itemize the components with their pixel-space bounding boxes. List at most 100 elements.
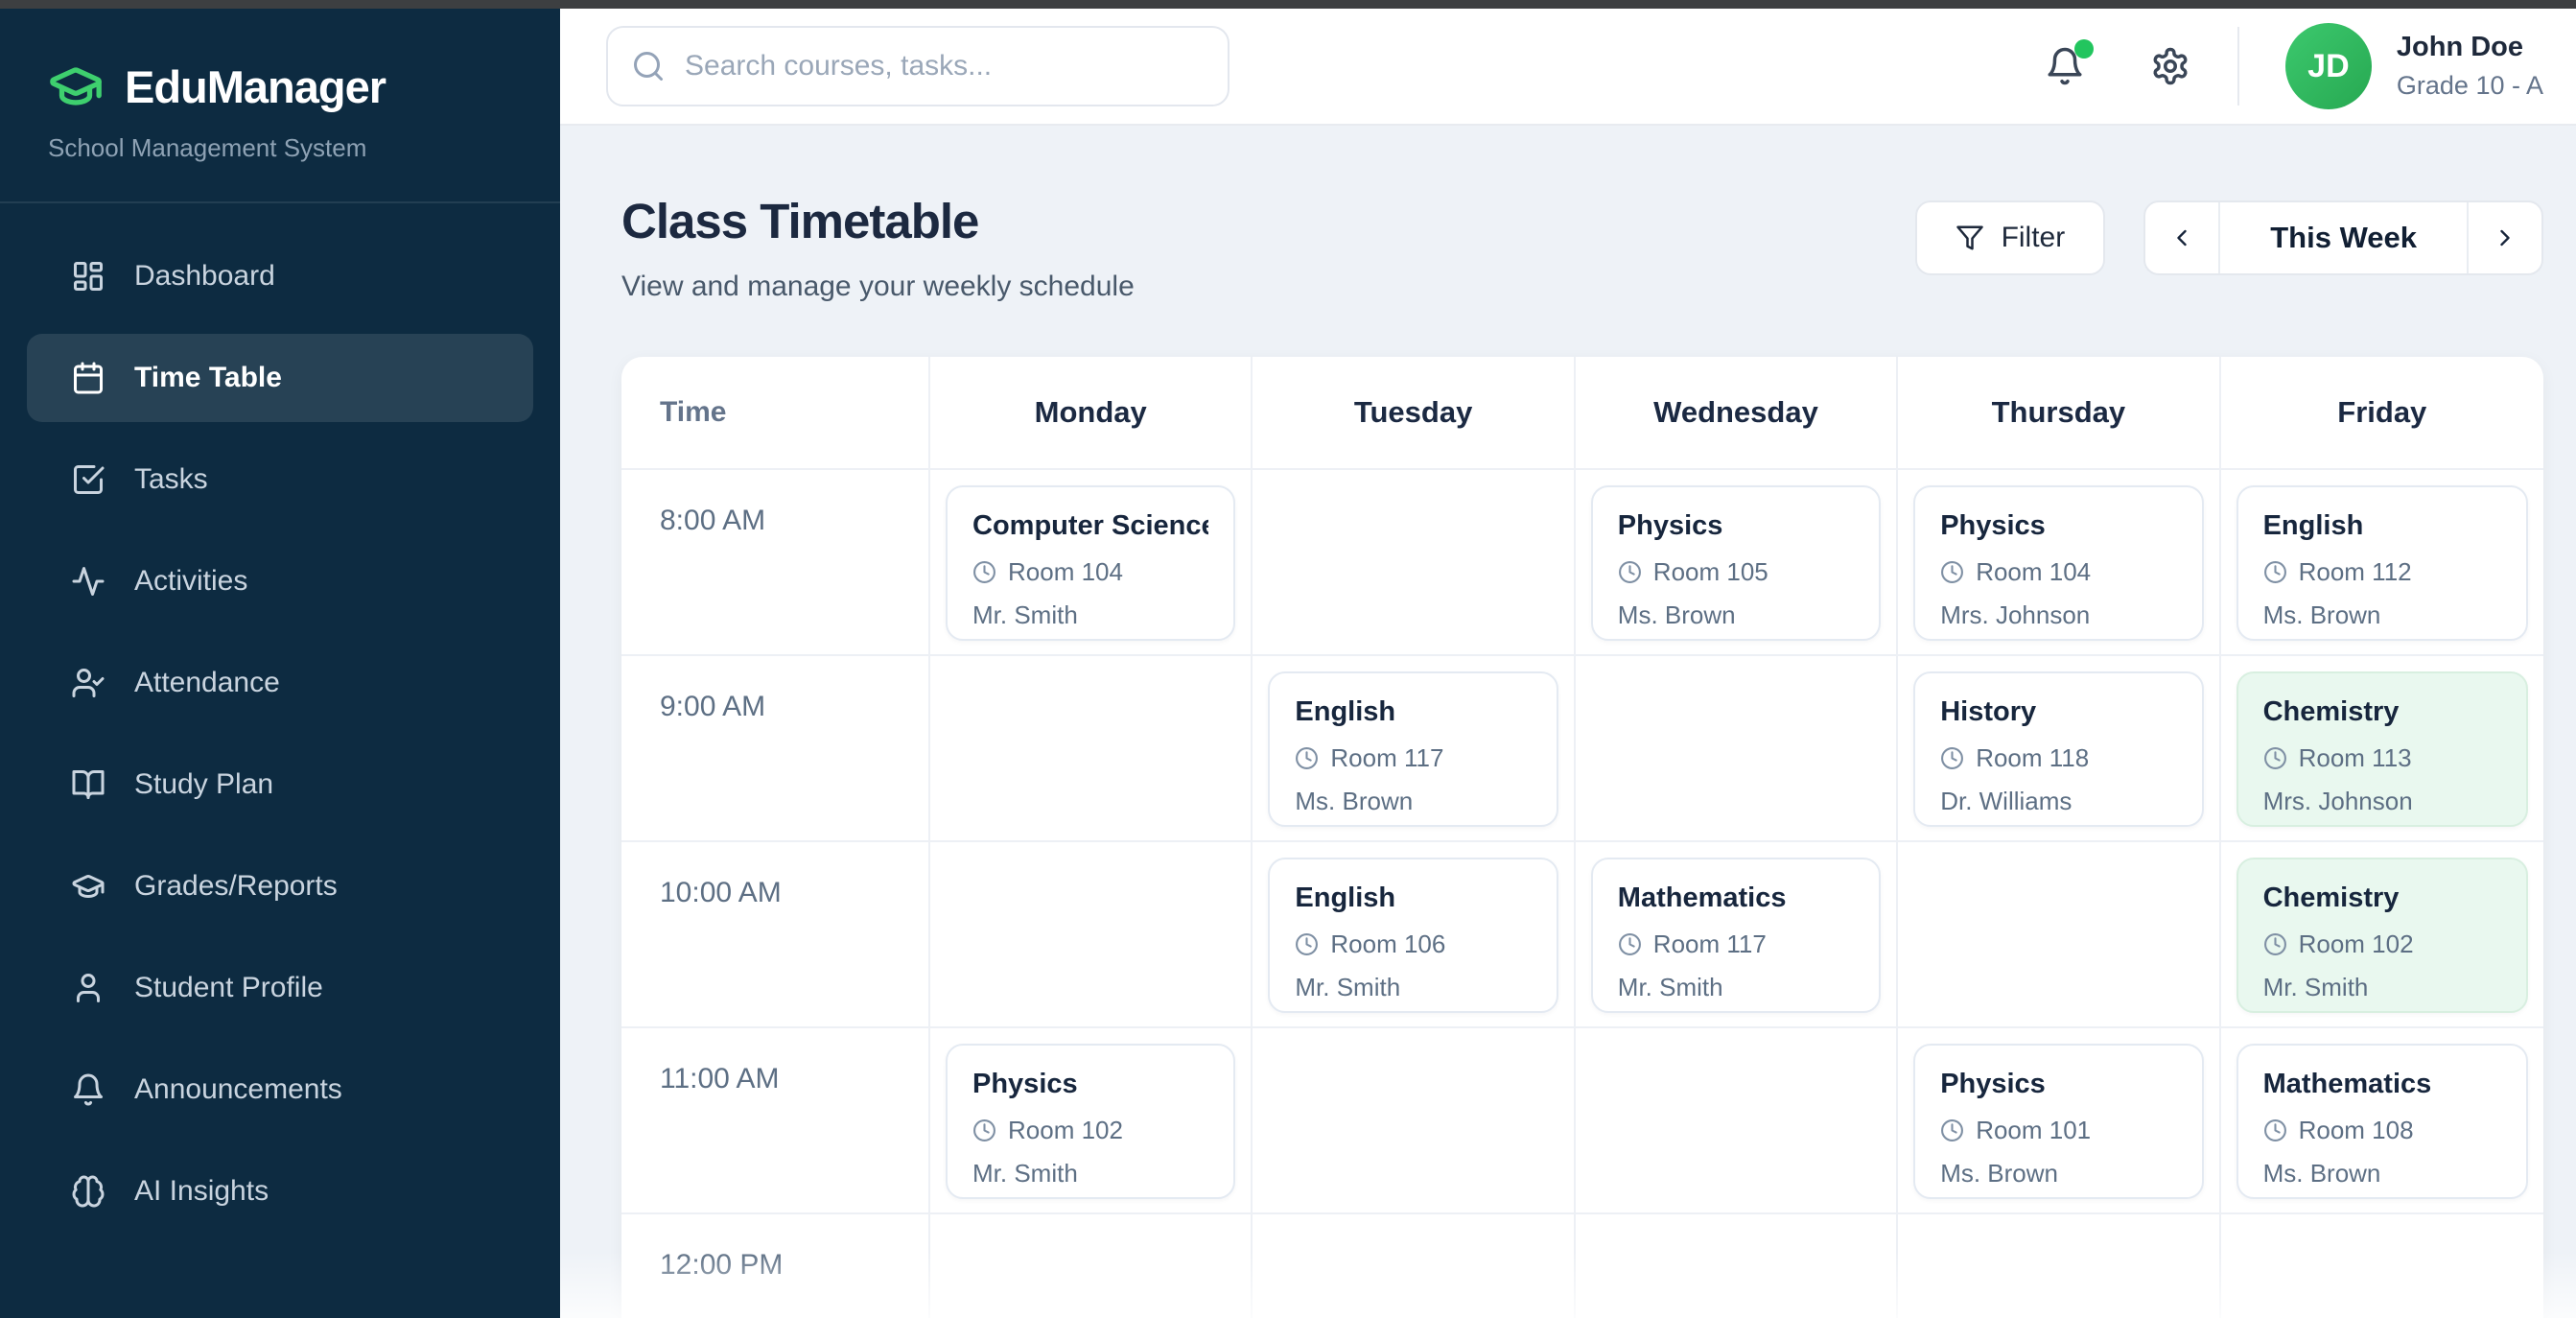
class-card[interactable]: Computer Science Room 104 Mr. Smith [946,485,1236,641]
clock-icon [1941,1119,1964,1141]
week-navigator: This Week [2143,200,2543,275]
next-week-button[interactable] [2469,202,2541,273]
topbar-actions: JD John Doe Grade 10 - A [2042,23,2543,109]
timetable-cell: Physics Room 105 Ms. Brown [1576,470,1899,656]
class-room-row: Room 108 [2263,1116,2501,1145]
graduation-cap-icon [72,875,105,898]
class-room-row: Room 112 [2263,557,2501,587]
notifications-button[interactable] [2042,39,2094,89]
class-title: Physics [1940,1069,2046,1099]
class-teacher: Mrs. Johnson [2262,787,2413,815]
class-card[interactable]: Physics Room 105 Ms. Brown [1590,485,1882,641]
settings-button[interactable] [2147,43,2193,89]
sidebar-item-label: Grades/Reports [134,870,338,902]
timetable-row: 10:00 AM English Room 106 Mr. Smith Mat [621,842,2543,1028]
sidebar-item-label: Tasks [134,463,208,495]
timetable-cell-empty [930,1214,1253,1318]
prev-week-button[interactable] [2145,202,2218,273]
search-input[interactable] [606,26,1229,106]
class-title: Computer Science [972,510,1209,541]
class-card[interactable]: Physics Room 101 Ms. Brown [1913,1044,2204,1199]
app-name: EduManager [125,60,386,112]
sidebar-nav: Dashboard Time Table Tasks Activities At… [0,203,560,1278]
sidebar-item-attendance[interactable]: Attendance [27,639,533,727]
sidebar-item-student-profile[interactable]: Student Profile [27,944,533,1032]
clock-icon [1618,561,1641,583]
sidebar-item-ai-insights[interactable]: AI Insights [27,1147,533,1236]
app-tagline: School Management System [48,133,367,162]
book-open-icon [72,770,105,799]
class-room-row: Room 102 [2263,930,2501,959]
class-teacher: Dr. Williams [1940,787,2073,815]
class-card[interactable]: History Room 118 Dr. Williams [1913,671,2204,827]
sidebar-item-dashboard[interactable]: Dashboard [27,232,533,320]
class-card[interactable]: English Room 112 Ms. Brown [2236,485,2528,641]
page-subtitle: View and manage your weekly schedule [621,271,1135,302]
user-menu[interactable]: JD John Doe Grade 10 - A [2284,23,2543,109]
clock-icon [1941,561,1964,583]
column-header-tuesday: Tuesday [1253,357,1576,468]
clock-icon [1296,933,1319,955]
sidebar-item-study-plan[interactable]: Study Plan [27,741,533,829]
column-header-wednesday: Wednesday [1576,357,1899,468]
sidebar-item-activities[interactable]: Activities [27,537,533,625]
bell-icon [2048,47,2082,85]
class-room-row: Room 104 [1940,557,2176,587]
timetable-cell: Mathematics Room 117 Mr. Smith [1576,842,1899,1028]
class-card[interactable]: Mathematics Room 108 Ms. Brown [2236,1044,2528,1199]
class-room-row: Room 102 [972,1116,1208,1145]
class-title: Physics [1617,510,1723,541]
class-room-row: Room 101 [1940,1116,2176,1145]
class-card[interactable]: Physics Room 104 Mrs. Johnson [1913,485,2204,641]
class-room-row: Room 113 [2263,743,2501,773]
timetable: Time Monday Tuesday Wednesday Thursday F… [621,357,2543,1318]
timetable-cell-empty [1253,470,1576,656]
clock-icon [1618,933,1641,955]
class-room: Room 118 [1976,743,2090,772]
class-room: Room 101 [1976,1116,2092,1144]
class-teacher: Ms. Brown [2262,1159,2381,1188]
timetable-cell-empty [1576,656,1899,842]
sidebar-item-timetable[interactable]: Time Table [27,334,533,422]
user-icon [77,974,100,1002]
class-title: English [2262,510,2364,541]
filter-button[interactable]: Filter [1914,200,2106,275]
class-card-highlighted[interactable]: Chemistry Room 102 Mr. Smith [2236,858,2528,1013]
sidebar-item-label: Dashboard [134,260,275,292]
topbar-divider [2236,27,2239,106]
class-card[interactable]: English Room 117 Ms. Brown [1268,671,1558,827]
search-icon [634,52,663,81]
column-header-time: Time [621,357,930,468]
time-label: 12:00 PM [660,1249,784,1281]
class-card[interactable]: Mathematics Room 117 Mr. Smith [1590,858,1882,1013]
class-room-row: Room 105 [1618,557,1854,587]
user-check-icon [72,669,105,697]
graduation-cap-icon [50,67,102,106]
class-card[interactable]: English Room 106 Mr. Smith [1268,858,1558,1013]
sidebar-item-grades-reports[interactable]: Grades/Reports [27,842,533,930]
column-header-friday: Friday [2337,395,2427,429]
class-teacher: Mrs. Johnson [1940,600,2091,629]
class-card-highlighted[interactable]: Chemistry Room 113 Mrs. Johnson [2236,671,2528,827]
class-card[interactable]: Physics Room 102 Mr. Smith [946,1044,1236,1199]
bell-icon [74,1073,103,1106]
timetable-cell-empty [930,656,1253,842]
sidebar-item-label: Study Plan [134,768,274,800]
sidebar-item-announcements[interactable]: Announcements [27,1046,533,1134]
sidebar-item-tasks[interactable]: Tasks [27,435,533,524]
week-selector[interactable]: This Week [2218,202,2469,273]
brain-icon [72,1175,105,1208]
timetable-cell-empty [1898,1214,2221,1318]
user-grade: Grade 10 - A [2396,71,2543,100]
topbar: JD John Doe Grade 10 - A [560,9,2576,126]
filter-label: Filter [2001,222,2066,253]
user-name: John Doe [2396,32,2524,62]
sidebar-item-label: Announcements [134,1073,342,1105]
time-label: 8:00 AM [660,505,766,536]
timetable-cell: Mathematics Room 108 Ms. Brown [2221,1028,2543,1214]
dashboard-icon [74,262,103,291]
class-room: Room 112 [2298,557,2412,586]
class-title: Physics [972,1069,1078,1099]
search-box [606,26,1229,106]
timetable-cell: Physics Room 101 Ms. Brown [1898,1028,2221,1214]
